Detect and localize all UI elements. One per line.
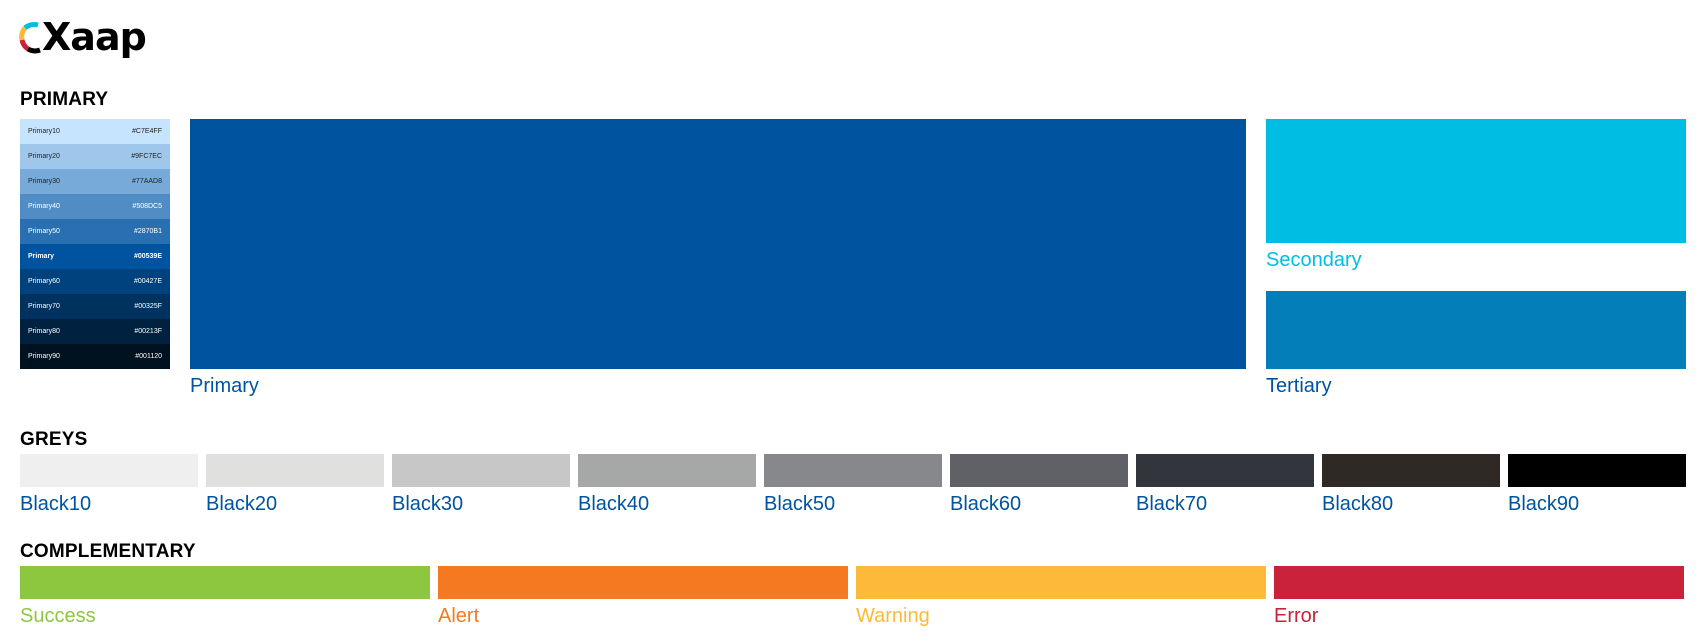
complementary-swatch [438,566,848,599]
complementary-swatch-item: Alert [438,566,848,627]
grey-swatch-item: Black50 [764,454,942,515]
grey-swatch [578,454,756,487]
palette-row: Primary80 #00213F [20,319,170,344]
palette-row-name: Primary80 [28,328,60,335]
complementary-swatch-item: Warning [856,566,1266,627]
grey-swatch-item: Black60 [950,454,1128,515]
grey-swatch-label: Black60 [950,493,1022,515]
palette-row-name: Primary50 [28,228,60,235]
grey-swatch-item: Black90 [1508,454,1686,515]
palette-row-name: Primary30 [28,178,60,185]
grey-swatch-label: Black50 [764,493,836,515]
palette-row-hex: #77AAD8 [132,178,162,185]
grey-swatch-item: Black30 [392,454,570,515]
grey-swatch [20,454,198,487]
complementary-swatch-item: Success [20,566,430,627]
grey-swatch [1322,454,1500,487]
logo-ring-icon [19,22,41,54]
palette-row-hex: #2870B1 [133,228,162,235]
palette-row: Primary #00539E [20,244,170,269]
palette-row-name: Primary70 [28,303,60,310]
grey-swatch-label: Black20 [206,493,278,515]
palette-row: Primary90 #001120 [20,344,170,369]
palette-row: Primary10 #C7E4FF [20,119,170,144]
complementary-swatch [856,566,1266,599]
complementary-swatch-label: Alert [438,605,480,627]
palette-row: Primary20 #9FC7EC [20,144,170,169]
greys-row: Black10 Black20 Black30 Black40 Black50 Black… [20,454,1686,515]
palette-row-hex: #00427E [133,278,162,285]
grey-swatch [950,454,1128,487]
palette-row-hex: #00213F [134,328,162,335]
palette-row: Primary30 #77AAD8 [20,169,170,194]
grey-swatch-label: Black40 [578,493,650,515]
palette-row-name: Primary [28,253,55,260]
palette-row-name: Primary40 [28,203,60,210]
palette-row-name: Primary20 [28,153,60,160]
xaap-logo: Xaap [18,15,147,59]
grey-swatch-item: Black20 [206,454,384,515]
secondary-swatch-label: Secondary [1266,249,1362,271]
grey-swatch-item: Black40 [578,454,756,515]
grey-swatch [764,454,942,487]
grey-swatch-label: Black70 [1136,493,1208,515]
palette-row-hex: #C7E4FF [132,128,162,135]
complementary-swatch-label: Error [1274,605,1319,627]
palette-row: Primary60 #00427E [20,269,170,294]
palette-row-hex: #001120 [135,353,162,360]
primary-swatch [190,119,1246,369]
palette-row: Primary50 #2870B1 [20,219,170,244]
logo-wordmark: Xaap [42,15,147,59]
grey-swatch-label: Black30 [392,493,464,515]
tertiary-swatch-label: Tertiary [1266,375,1332,397]
grey-swatch-label: Black80 [1322,493,1394,515]
grey-swatch [392,454,570,487]
complementary-section-title: COMPLEMENTARY [20,541,196,562]
complementary-swatch-item: Error [1274,566,1684,627]
complementary-swatch-label: Success [20,605,96,627]
primary-swatch-label: Primary [190,375,259,397]
grey-swatch-item: Black10 [20,454,198,515]
greys-section-title: GREYS [20,429,88,450]
primary-section-title: PRIMARY [20,89,109,110]
palette-row-hex: #00539E [133,253,162,260]
complementary-row: Success Alert Warning Error [20,566,1686,627]
complementary-swatch-label: Warning [856,605,930,627]
grey-swatch-item: Black80 [1322,454,1500,515]
palette-row-hex: #00325F [134,303,162,310]
secondary-swatch [1266,119,1686,243]
palette-row-name: Primary90 [28,353,60,360]
palette-row: Primary70 #00325F [20,294,170,319]
palette-row-hex: #508DC5 [132,203,162,210]
palette-row-hex: #9FC7EC [131,153,162,160]
palette-row: Primary40 #508DC5 [20,194,170,219]
grey-swatch-label: Black10 [20,493,92,515]
complementary-swatch [20,566,430,599]
grey-swatch [206,454,384,487]
grey-swatch [1508,454,1686,487]
grey-swatch-item: Black70 [1136,454,1314,515]
grey-swatch [1136,454,1314,487]
tertiary-swatch [1266,291,1686,369]
palette-row-name: Primary60 [28,278,60,285]
primary-palette: Primary10 #C7E4FF Primary20 #9FC7EC Primary3… [20,119,170,369]
complementary-swatch [1274,566,1684,599]
grey-swatch-label: Black90 [1508,493,1580,515]
palette-row-name: Primary10 [28,128,60,135]
